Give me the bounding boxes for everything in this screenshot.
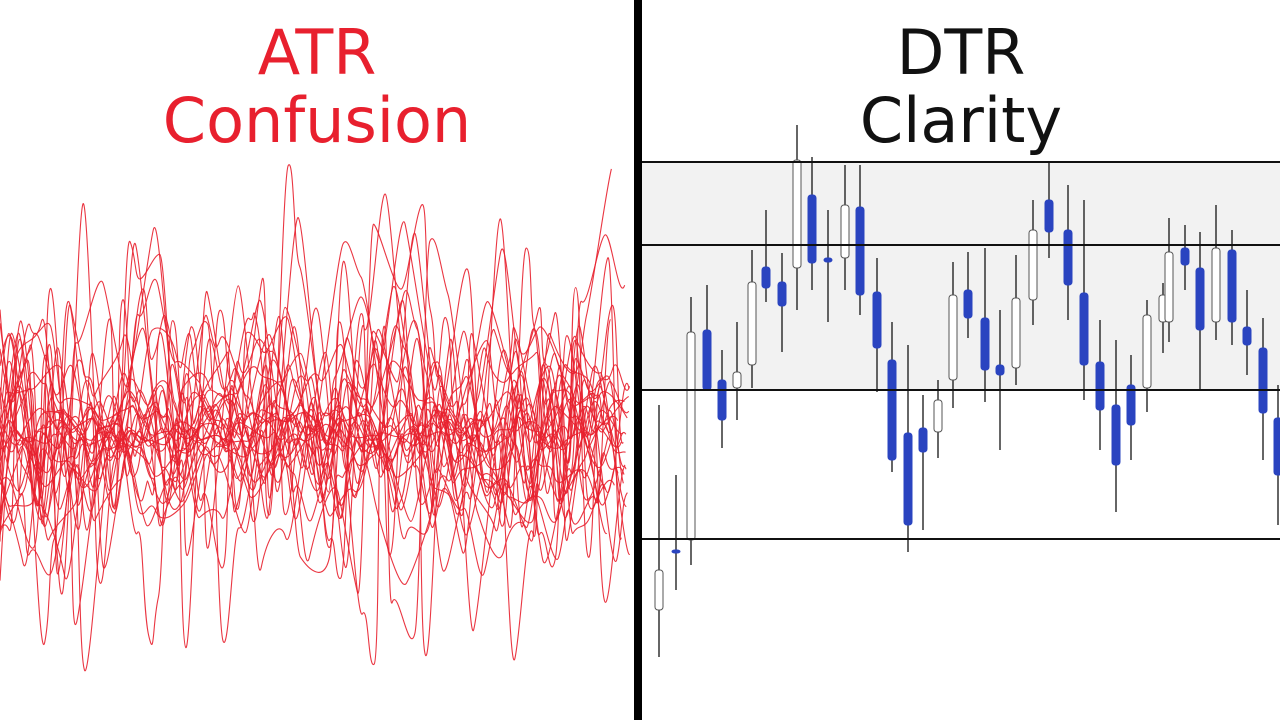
atr-line (0, 203, 624, 595)
atr-title: ATR Confusion (0, 22, 634, 152)
bullish-candle (1211, 247, 1221, 323)
bearish-candle (1095, 361, 1105, 411)
panel-divider (634, 0, 642, 720)
bearish-candle (702, 329, 712, 391)
atr-line (0, 164, 625, 643)
bearish-candle (1180, 247, 1190, 266)
bearish-candle (872, 291, 882, 349)
atr-line (0, 358, 625, 484)
bearish-candle (777, 281, 787, 307)
bearish-candle (1126, 384, 1136, 426)
atr-line (0, 232, 631, 567)
bearish-candle (1242, 326, 1252, 346)
atr-chaotic-lines (0, 164, 631, 671)
bullish-candle (654, 569, 664, 611)
atr-line (0, 204, 627, 661)
dtr-title-line1: DTR (896, 16, 1026, 89)
bearish-candle (1258, 347, 1268, 414)
bearish-candle (1063, 229, 1073, 286)
bullish-candle (933, 399, 943, 433)
bearish-candle (903, 432, 913, 526)
atr-line (0, 168, 612, 573)
bullish-candle (1028, 229, 1038, 301)
bearish-candle (980, 317, 990, 371)
dtr-title-line2: Clarity (859, 84, 1063, 157)
atr-panel: ATR Confusion (0, 0, 634, 720)
dtr-title: DTR Clarity (642, 22, 1280, 152)
dtr-candlestick-chart (642, 125, 1280, 657)
atr-title-line1: ATR (257, 16, 377, 89)
bullish-candle (948, 294, 958, 381)
atr-title-line2: Confusion (162, 84, 472, 157)
atr-line (0, 226, 619, 649)
bearish-candle (1227, 249, 1237, 323)
bearish-candle (1111, 404, 1121, 466)
atr-line (0, 234, 626, 576)
atr-line (0, 325, 624, 556)
bullish-candle (792, 159, 802, 269)
bullish-candle (1164, 251, 1174, 323)
bearish-candle (995, 364, 1005, 376)
bullish-candle (840, 204, 850, 259)
dtr-panel: DTR Clarity (642, 0, 1280, 720)
bearish-candle (1079, 292, 1089, 366)
bearish-candle (761, 266, 771, 289)
bullish-candle (1011, 297, 1021, 369)
bearish-candle (918, 427, 928, 453)
bullish-candle (1142, 314, 1152, 389)
bearish-candle (963, 289, 973, 319)
bearish-candle (717, 379, 727, 421)
bearish-candle (671, 549, 681, 554)
bearish-candle (823, 257, 833, 263)
bearish-candle (855, 206, 865, 296)
bearish-candle (1195, 267, 1205, 331)
bullish-candle (747, 281, 757, 366)
bearish-candle (887, 359, 897, 461)
atr-line (0, 332, 609, 521)
bullish-candle (686, 331, 696, 541)
atr-line (0, 307, 627, 495)
bearish-candle (807, 194, 817, 264)
bearish-candle (1273, 417, 1280, 476)
bearish-candle (1044, 199, 1054, 233)
atr-line (0, 193, 626, 576)
bullish-candle (732, 371, 742, 389)
